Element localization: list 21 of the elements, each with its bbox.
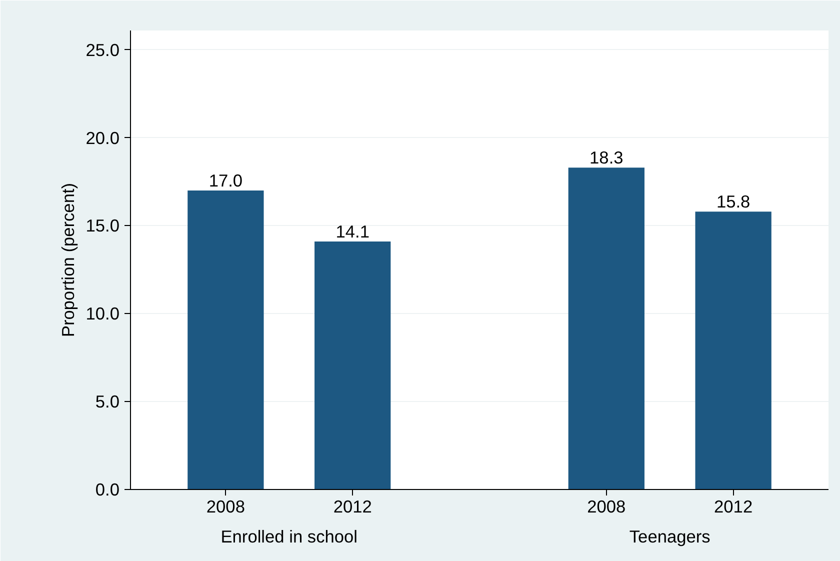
data-label: 17.0 <box>208 170 243 191</box>
bar <box>568 168 644 490</box>
y-tick-label: 5.0 <box>95 392 120 412</box>
data-label: 15.8 <box>716 192 750 212</box>
bar <box>188 190 264 490</box>
x-tick-label: 2012 <box>714 496 753 516</box>
text: Teenagers <box>629 526 711 546</box>
data-label: 14.1 <box>336 222 370 242</box>
y-tick-label: 15.0 <box>86 216 120 236</box>
bar <box>695 212 772 490</box>
x-tick-label: 2008 <box>587 496 626 516</box>
y-tick-label: 20.0 <box>86 128 120 148</box>
y-tick-label: 10.0 <box>86 304 120 324</box>
bar <box>314 242 391 490</box>
text: Enrolled in school <box>220 526 358 546</box>
x-tick-label: 2008 <box>206 496 245 516</box>
x-tick-label: 2012 <box>333 496 372 516</box>
y-tick-label: 25.0 <box>86 40 120 60</box>
y-axis-title: Proportion (percent) <box>58 182 78 338</box>
data-label: 18.3 <box>590 148 624 168</box>
y-tick-label: 0.0 <box>95 480 120 500</box>
